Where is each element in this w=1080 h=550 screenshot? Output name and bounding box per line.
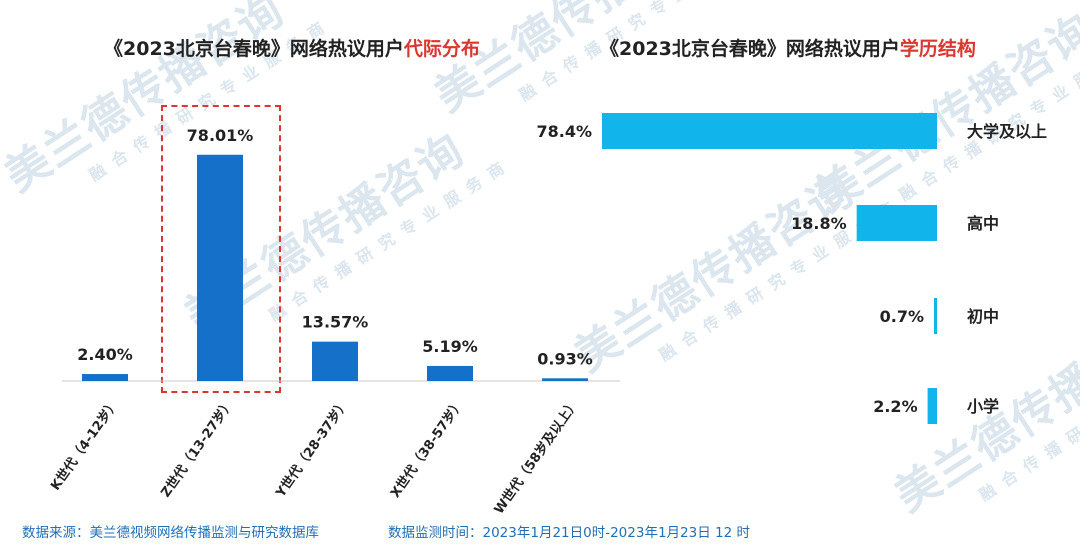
hbar-value-label-3: 2.2% (873, 397, 917, 416)
footer-source: 数据来源：美兰德视频网络传播监测与研究数据库 (22, 525, 319, 541)
category-label-1: Z世代（13-27岁） (158, 396, 238, 500)
bar-0 (82, 374, 128, 381)
bar-value-label-4: 0.93% (537, 349, 593, 368)
hbar-category-label-0: 大学及以上 (967, 122, 1047, 141)
hbar-category-label-2: 初中 (967, 307, 999, 326)
left-title-prefix: 《2023北京台春晚》网络热议用户 (104, 38, 404, 60)
category-label-4: W世代（58岁及以上） (491, 396, 582, 517)
bar-value-label-0: 2.40% (77, 345, 133, 364)
bar-value-label-3: 5.19% (422, 337, 478, 356)
category-label-2: Y世代（28-37岁） (272, 396, 352, 501)
hbar-value-label-1: 18.8% (791, 214, 847, 233)
hbar-value-label-0: 78.4% (536, 122, 592, 141)
hbar-2 (934, 298, 937, 334)
right-title-prefix: 《2023北京台春晚》网络热议用户 (600, 38, 900, 60)
bar-1 (197, 154, 243, 381)
hbar-0 (602, 113, 937, 149)
left-chart-title: 《2023北京台春晚》网络热议用户代际分布 (104, 34, 480, 61)
footer-time: 数据监测时间：2023年1月21日0时-2023年1月23日 12 时 (388, 525, 750, 541)
category-label-3: X世代（38-57岁） (387, 396, 467, 501)
left-title-highlight: 代际分布 (403, 38, 480, 60)
bar-value-label-2: 13.57% (302, 313, 369, 332)
hbar-1 (856, 205, 937, 241)
bar-3 (427, 365, 473, 381)
right-chart-title: 《2023北京台春晚》网络热议用户学历结构 (600, 34, 976, 61)
bar-value-label-1: 78.01% (187, 126, 254, 145)
hbar-value-label-2: 0.7% (880, 307, 924, 326)
highlight-box (161, 105, 281, 393)
hbar-category-label-3: 小学 (967, 397, 999, 416)
bar-2 (312, 341, 358, 381)
bar-4 (542, 378, 588, 381)
hbar-3 (927, 388, 937, 424)
right-title-highlight: 学历结构 (899, 38, 976, 60)
hbar-category-label-1: 高中 (967, 214, 999, 233)
category-label-0: K世代（4-12岁） (47, 396, 122, 493)
